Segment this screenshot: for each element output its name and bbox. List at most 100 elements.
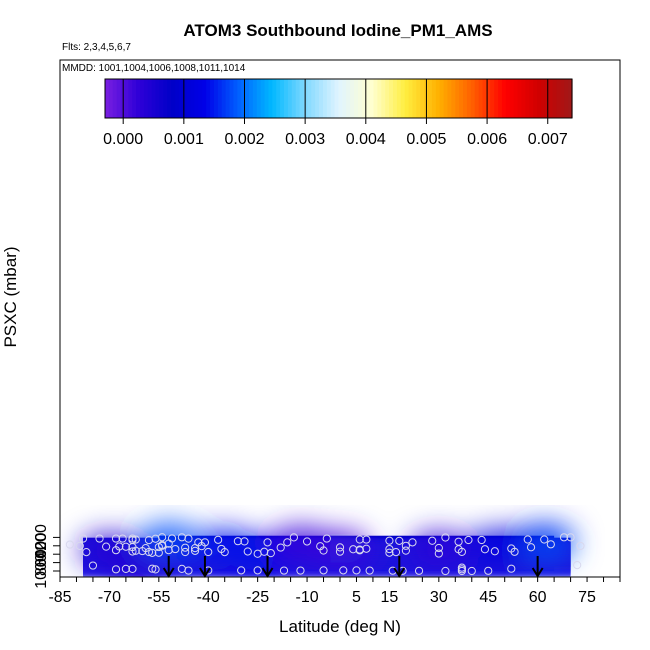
field-band: [83, 560, 571, 570]
observation-point: [148, 548, 157, 557]
colorbar-segment: [291, 79, 297, 118]
colorbar-segment: [509, 79, 515, 118]
x-tick-label: -40: [197, 589, 220, 606]
colorbar-segment: [544, 79, 550, 118]
observation-point: [507, 564, 516, 573]
flights-subtitle: Flts: 2,3,4,5,6,7: [62, 42, 131, 53]
observation-point: [121, 542, 130, 551]
colorbar-segment: [178, 79, 184, 118]
colorbar-segment: [404, 79, 410, 118]
observation-point: [490, 547, 499, 556]
x-tick-label: 15: [381, 589, 399, 606]
colorbar-segment: [529, 79, 534, 118]
observation-point: [279, 566, 289, 575]
flight-marker-arrow: [162, 556, 175, 578]
observation-point: [154, 548, 163, 557]
colorbar-segment: [299, 79, 305, 118]
colorbar-segment: [260, 79, 266, 118]
colorbar-segment: [447, 79, 452, 118]
observation-point: [523, 535, 532, 544]
colorbar-segment: [190, 79, 196, 118]
observation-point: [385, 536, 394, 545]
observation-point: [204, 547, 213, 557]
colorbar-tick-label: 0.003: [285, 131, 325, 148]
flight-marker-arrow: [393, 556, 406, 578]
colorbar-segment: [361, 79, 367, 118]
colorbar-segment: [443, 79, 449, 118]
observation-point: [190, 546, 200, 555]
observation-point: [401, 541, 410, 550]
observation-point: [289, 533, 298, 542]
observation-point: [414, 566, 424, 575]
observation-point: [319, 546, 328, 555]
colorbar-segment: [552, 79, 558, 118]
x-tick-label: -10: [295, 589, 318, 606]
colorbar-segment: [501, 79, 507, 118]
field-anomaly: [514, 524, 575, 557]
colorbar-segment: [268, 79, 273, 118]
colorbar-segment: [533, 79, 538, 118]
observation-point: [385, 548, 394, 557]
colorbar-segment: [513, 79, 519, 118]
colorbar-frame: [104, 78, 573, 119]
x-tick-label: -85: [48, 589, 71, 606]
colorbar-segment: [116, 79, 122, 118]
y-tick-label: 400: [33, 532, 50, 559]
colorbar-segment: [494, 79, 499, 118]
colorbar-segment: [233, 79, 238, 118]
colorbar-segment: [147, 79, 153, 118]
colorbar-segment: [357, 79, 363, 118]
colorbar-segment: [237, 79, 242, 118]
x-tick-label: 60: [529, 589, 547, 606]
colorbar-segment: [276, 79, 281, 118]
colorbar-segment: [182, 79, 188, 118]
colorbar-segment: [143, 79, 149, 118]
colorbar-segment: [525, 79, 530, 118]
y-tick-label: 200: [33, 524, 50, 551]
observation-point: [391, 548, 401, 557]
colorbar-segment: [385, 79, 390, 118]
y-tick-label: 600: [33, 541, 50, 568]
observation-point: [362, 535, 371, 544]
observation-point: [65, 540, 74, 549]
x-tick-label: -70: [98, 589, 121, 606]
colorbar-segment: [280, 79, 285, 118]
colorbar-segment: [396, 79, 402, 118]
observation-point: [95, 534, 104, 543]
colorbar-segment: [175, 79, 180, 118]
observation-point: [78, 534, 88, 543]
colorbar-segment: [151, 79, 157, 118]
colorbar-tick-label: 0.005: [406, 131, 446, 148]
field-band: [83, 568, 571, 577]
field-anomaly: [112, 553, 173, 577]
colorbar-segment: [381, 79, 386, 118]
flight-marker-arrow: [531, 556, 544, 578]
observation-point: [118, 534, 127, 543]
colorbar-segment: [241, 79, 246, 118]
observation-point: [352, 566, 361, 575]
x-tick-label: 30: [430, 589, 448, 606]
colorbar-segment: [490, 79, 495, 118]
heatmap-field: [79, 523, 575, 577]
colorbar-segment: [229, 79, 235, 118]
flight-marker-arrow: [199, 556, 211, 578]
colorbar-segment: [540, 79, 546, 118]
colorbar-tick-label: 0.006: [467, 131, 507, 148]
colorbar-segment: [431, 79, 437, 118]
observation-point: [263, 538, 272, 547]
colorbar-segment: [482, 79, 487, 118]
observation-point: [181, 547, 190, 557]
observation-point: [441, 533, 450, 542]
field-anomaly: [408, 532, 469, 565]
colorbar-segment: [455, 79, 460, 118]
observation-point: [158, 533, 167, 542]
colorbar-segment: [416, 79, 421, 118]
observation-point: [576, 541, 585, 551]
colorbar-segment: [451, 79, 456, 118]
observation-point: [128, 547, 137, 556]
observation-point: [128, 564, 137, 574]
colorbar-segment: [478, 79, 484, 118]
y-tick-label: 1000: [33, 553, 50, 589]
observation-point: [339, 566, 348, 575]
